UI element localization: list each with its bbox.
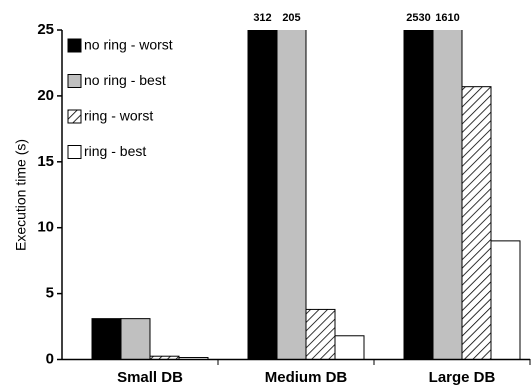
x-tick-label: Large DB bbox=[429, 369, 496, 386]
bar bbox=[276, 30, 307, 360]
y-axis-label: Execution time (s) bbox=[13, 139, 29, 251]
legend-swatch bbox=[67, 38, 82, 53]
bar bbox=[120, 318, 151, 360]
y-tick-label: 25 bbox=[37, 21, 54, 38]
bar bbox=[403, 30, 434, 360]
bar bbox=[247, 30, 278, 360]
plot-area bbox=[91, 30, 521, 360]
legend-label: no ring - worst bbox=[84, 37, 173, 53]
bar bbox=[178, 357, 209, 360]
legend-label: ring - best bbox=[84, 143, 146, 159]
x-tick-label: Medium DB bbox=[265, 369, 348, 386]
value-label: 1610 bbox=[435, 12, 459, 24]
y-tick-label: 5 bbox=[46, 285, 54, 302]
y-tick-label: 0 bbox=[46, 350, 54, 367]
y-tick-label: 15 bbox=[37, 153, 54, 170]
legend-label: ring - worst bbox=[84, 108, 153, 124]
bar bbox=[490, 240, 521, 360]
bar bbox=[432, 30, 463, 360]
y-tick-label: 20 bbox=[37, 87, 54, 104]
x-tick-label: Small DB bbox=[117, 369, 183, 386]
value-label: 205 bbox=[282, 12, 300, 24]
y-tick-label: 10 bbox=[37, 219, 54, 236]
bar bbox=[461, 86, 492, 360]
legend-label: no ring - best bbox=[84, 72, 166, 88]
bar bbox=[334, 335, 365, 360]
legend-swatch bbox=[67, 74, 82, 88]
legend-swatch bbox=[67, 145, 82, 159]
bar bbox=[305, 308, 336, 360]
value-label: 312 bbox=[253, 12, 271, 24]
bar bbox=[91, 318, 122, 360]
legend-swatch bbox=[67, 109, 82, 124]
value-label: 2530 bbox=[406, 12, 430, 24]
